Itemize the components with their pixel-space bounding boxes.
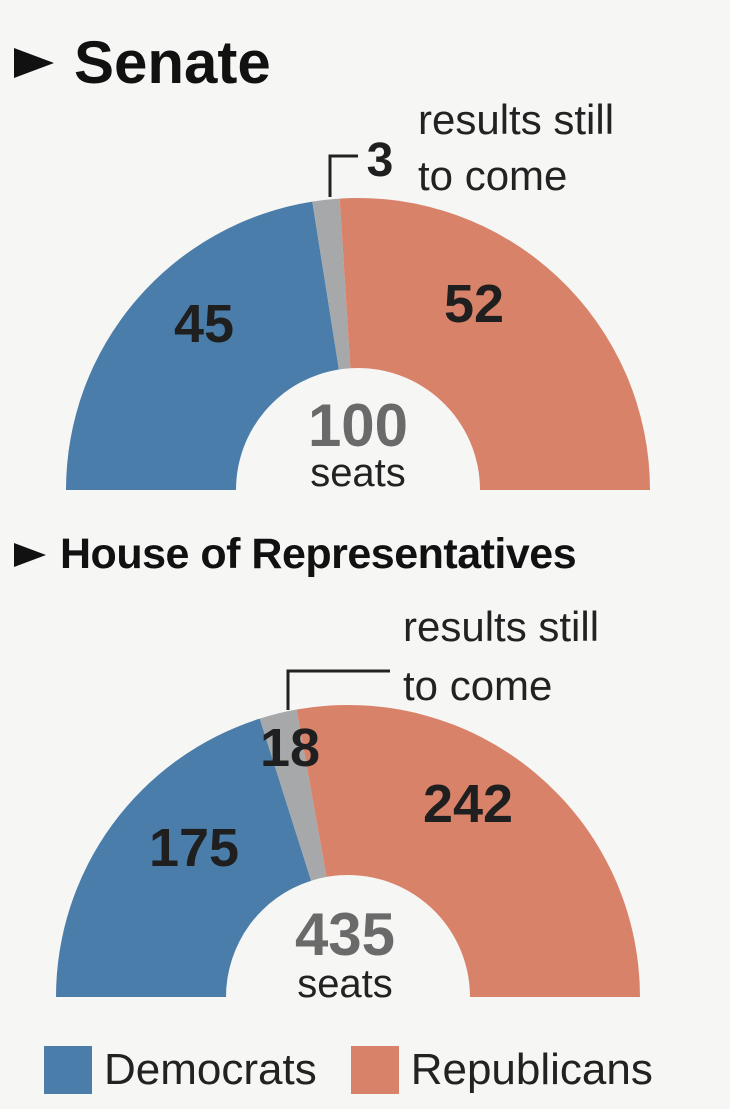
legend-label-democrats: Democrats (104, 1045, 317, 1094)
senate-slice-democrats (66, 201, 339, 490)
legend-label-republicans: Republicans (410, 1045, 653, 1094)
senate-pending-value-label: 3 (367, 134, 394, 187)
house-slice-results-still-to-come (259, 709, 327, 881)
house-value-label-democrats: 175 (149, 818, 239, 878)
play-arrow-icon (14, 542, 46, 567)
democrats-swatch (44, 1046, 92, 1094)
house-value-label-republicans: 242 (423, 774, 513, 834)
house-total-unit: seats (297, 962, 393, 1006)
house-chart: results still to come 175 18 242 435 seats (56, 603, 640, 1006)
play-arrow-icon (14, 47, 54, 78)
legend-item-republicans: Republicans (350, 1045, 653, 1095)
senate-value-label-democrats: 45 (174, 294, 234, 354)
senate-slices (66, 198, 650, 490)
senate-title: Senate (14, 28, 271, 97)
senate-pending-callout-line (328, 154, 358, 197)
senate-slice-republicans (339, 198, 650, 490)
senate-total-unit: seats (310, 451, 406, 495)
legend-item-democrats: Democrats (44, 1045, 317, 1095)
senate-pending-note-line1: results still (418, 96, 614, 143)
house-title-text: House of Representatives (60, 530, 577, 578)
senate-pending-note-line2: to come (418, 152, 567, 199)
house-pending-callout-line (286, 669, 390, 710)
senate-title-text: Senate (74, 29, 271, 96)
house-value-label-results-still-to-come: 18 (260, 718, 320, 778)
house-labels: 175 18 242 (149, 718, 513, 878)
house-slice-democrats (56, 718, 312, 997)
house-pending-note-line1: results still (403, 603, 599, 650)
republicans-swatch (350, 1046, 399, 1094)
senate-chart: 3 results still to come 45 52 100 seats (66, 96, 650, 495)
house-slices (56, 705, 640, 997)
senate-value-label-republicans: 52 (444, 274, 504, 334)
house-slice-republicans (296, 705, 640, 997)
house-total-value: 435 (295, 901, 395, 968)
senate-total-value: 100 (308, 392, 408, 459)
senate-slice-results-still-to-come (312, 198, 351, 370)
senate-labels: 45 52 (174, 274, 504, 354)
house-pending-note-line2: to come (403, 662, 552, 709)
house-title: House of Representatives (14, 530, 577, 579)
legend: Democrats Republicans (44, 1045, 687, 1095)
